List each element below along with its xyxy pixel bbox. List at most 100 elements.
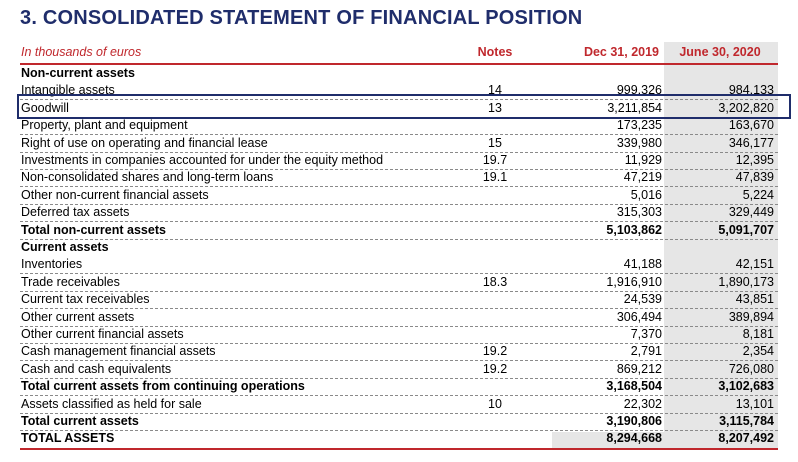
- row-value-june-2020: 13,101: [735, 396, 774, 411]
- row-label: Cash management financial assets: [21, 344, 216, 359]
- row-label: Inventories: [21, 257, 83, 272]
- row-label: Current tax receivables: [21, 292, 150, 307]
- table-row-right-of-use-on-operating-and-financial-lease: Right of use on operating and financial …: [20, 135, 778, 153]
- row-notes: 18.3: [482, 274, 508, 289]
- row-label: TOTAL ASSETS: [21, 431, 115, 446]
- row-value-june-2020: 5,224: [742, 187, 774, 202]
- table-row-investments-in-companies-accounted-for-under-the-equity-method: Investments in companies accounted for u…: [20, 152, 778, 170]
- row-label: Non-consolidated shares and long-term lo…: [21, 170, 274, 185]
- row-value-june-2020: 984,133: [728, 83, 774, 98]
- row-notes: 19.1: [482, 170, 508, 185]
- row-value-june-2020: 47,839: [735, 170, 774, 185]
- table-row-current-tax-receivables: Current tax receivables 24,539 43,851: [20, 291, 778, 310]
- bottom-rule: [20, 448, 778, 450]
- row-value-dec-2019: 999,326: [616, 83, 662, 98]
- table-row-non-current-assets: Non-current assets: [20, 65, 778, 82]
- row-value-june-2020: 389,894: [728, 309, 774, 324]
- row-value-june-2020: 8,181: [742, 327, 774, 341]
- row-label: Investments in companies accounted for u…: [21, 153, 384, 167]
- row-value-june-2020: 1,890,173: [718, 274, 774, 289]
- row-label: Goodwill: [21, 100, 69, 115]
- table-row-current-assets: Current assets: [20, 239, 778, 256]
- dec-2019-column-header: Dec 31, 2019: [583, 45, 659, 59]
- goodwill-highlight-box: [17, 94, 791, 119]
- row-label: Property, plant and equipment: [21, 118, 188, 133]
- row-value-june-2020: 163,670: [728, 118, 774, 133]
- row-value-june-2020: 329,449: [728, 205, 774, 220]
- row-notes: 15: [488, 135, 502, 150]
- row-value-june-2020: 3,202,820: [718, 100, 774, 115]
- row-value-dec-2019: 3,190,806: [606, 414, 662, 428]
- row-label: Right of use on operating and financial …: [21, 135, 268, 150]
- table-row-deferred-tax-assets: Deferred tax assets 315,303 329,449: [20, 204, 778, 223]
- row-value-june-2020: 346,177: [728, 135, 774, 150]
- table-row-assets-classified-as-held-for-sale: Assets classified as held for sale 10 22,3…: [20, 396, 778, 414]
- notes-column-header: Notes: [477, 45, 513, 59]
- row-value-june-2020: 2,354: [742, 344, 774, 359]
- row-value-dec-2019: 339,980: [616, 135, 662, 150]
- row-value-dec-2019: 3,168,504: [606, 379, 662, 394]
- june-2020-column-shade: [664, 42, 778, 450]
- row-notes: 19.7: [482, 153, 508, 167]
- row-label: Other current assets: [21, 309, 135, 324]
- row-value-dec-2019: 5,016: [630, 187, 662, 202]
- row-label: Current assets: [21, 240, 109, 254]
- row-value-june-2020: 12,395: [735, 153, 774, 167]
- table-row-other-current-assets: Other current assets 306,494 389,894: [20, 309, 778, 327]
- table-row-total-current-assets: Total current assets 3,190,806 3,115,784: [20, 413, 778, 431]
- june-2020-column-header: June 30, 2020: [679, 45, 761, 59]
- row-value-june-2020: 3,115,784: [719, 414, 774, 428]
- row-value-june-2020: 8,207,492: [718, 431, 774, 446]
- row-label: Other non-current financial assets: [21, 187, 209, 202]
- row-value-dec-2019: 3,211,854: [607, 100, 662, 115]
- row-label: Total current assets: [21, 414, 139, 428]
- row-label: Total current assets from continuing ope…: [21, 379, 305, 394]
- total-assets-2019-shade: [552, 432, 664, 450]
- units-label: In thousands of euros: [21, 45, 142, 59]
- row-value-dec-2019: 11,929: [624, 153, 662, 167]
- row-value-june-2020: 726,080: [728, 361, 774, 376]
- table-row-inventories: Inventories 41,188 42,151: [20, 256, 778, 275]
- table-row-total-non-current-assets: Total non-current assets 5,103,862 5,091,7…: [20, 222, 778, 240]
- row-value-dec-2019: 47,219: [623, 170, 662, 185]
- row-value-dec-2019: 5,103,862: [606, 222, 662, 237]
- row-notes: 19.2: [482, 361, 508, 376]
- row-notes: 14: [488, 83, 502, 98]
- row-value-dec-2019: 8,294,668: [606, 431, 662, 446]
- row-value-dec-2019: 306,494: [616, 309, 662, 324]
- table-row-cash-management-financial-assets: Cash management financial assets 19.2 2,79…: [20, 343, 778, 362]
- table-row-trade-receivables: Trade receivables 18.3 1,916,910 1,890,173: [20, 274, 778, 292]
- row-label: Total non-current assets: [21, 222, 166, 237]
- row-value-dec-2019: 2,791: [630, 344, 662, 359]
- table-row-total-current-assets-from-continuing-operations: Total current assets from continuing ope…: [20, 378, 778, 397]
- table-row-non-consolidated-shares-and-long-term-loans: Non-consolidated shares and long-term lo…: [20, 169, 778, 188]
- row-notes: 10: [488, 396, 502, 411]
- row-value-june-2020: 3,102,683: [718, 379, 774, 394]
- row-label: Intangible assets: [21, 83, 115, 98]
- row-value-dec-2019: 869,212: [616, 361, 662, 376]
- row-value-june-2020: 5,091,707: [718, 222, 774, 237]
- row-label: Assets classified as held for sale: [21, 396, 202, 411]
- row-notes: 19.2: [482, 344, 508, 359]
- row-label: Trade receivables: [21, 274, 120, 289]
- row-value-dec-2019: 173,235: [616, 118, 662, 133]
- table-row-property-plant-and-equipment: Property, plant and equipment 173,235 163,…: [20, 117, 778, 136]
- row-value-june-2020: 43,851: [735, 292, 774, 307]
- row-value-dec-2019: 41,188: [623, 257, 662, 272]
- table-row-other-current-financial-assets: Other current financial assets 7,370 8,181: [20, 326, 778, 344]
- row-label: Non-current assets: [21, 66, 135, 80]
- row-value-june-2020: 42,151: [735, 257, 774, 272]
- row-value-dec-2019: 315,303: [616, 205, 662, 220]
- row-label: Deferred tax assets: [21, 205, 130, 220]
- table-row-total-assets: TOTAL ASSETS 8,294,668 8,207,492: [20, 430, 778, 447]
- row-value-dec-2019: 24,539: [623, 292, 662, 307]
- table-row-other-non-current-financial-assets: Other non-current financial assets 5,016 5…: [20, 187, 778, 205]
- table-row-cash-and-cash-equivalents: Cash and cash equivalents 19.2 869,212 726,…: [20, 361, 778, 379]
- row-value-dec-2019: 7,370: [630, 327, 662, 341]
- row-label: Cash and cash equivalents: [21, 361, 172, 376]
- row-notes: 13: [488, 100, 502, 115]
- header-rule: [20, 63, 778, 65]
- row-value-dec-2019: 1,916,910: [606, 274, 662, 289]
- table-row-intangible-assets: Intangible assets 14 999,326 984,133: [20, 82, 778, 101]
- row-label: Other current financial assets: [21, 327, 184, 341]
